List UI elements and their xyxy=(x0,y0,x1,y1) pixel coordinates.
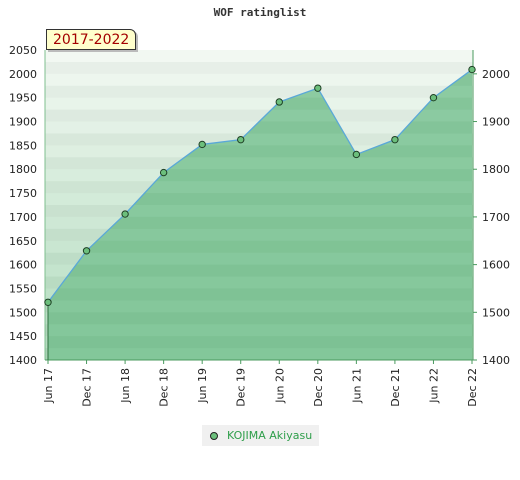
x-tick-label: Dec 20 xyxy=(312,368,325,407)
y-tick-label-right: 1700 xyxy=(482,211,510,224)
y-axis-left: 1400 1450 1500 1550 1600 1650 1700 1750 1800 1850… xyxy=(9,44,37,367)
data-point xyxy=(468,65,476,74)
data-point xyxy=(429,93,438,102)
y-tick-label-left: 1400 xyxy=(9,354,37,367)
axes xyxy=(44,50,474,361)
x-tick-label: Jun 22 xyxy=(427,368,440,404)
area-stripe xyxy=(48,264,472,277)
series-line xyxy=(47,69,473,303)
x-tick-label: Dec 17 xyxy=(81,368,94,407)
y-tick-label-right: 1400 xyxy=(482,354,510,367)
y-tick-label-left: 1650 xyxy=(9,235,37,248)
area-stripe xyxy=(48,312,472,325)
y-tick-label-left: 1500 xyxy=(9,306,37,319)
data-point xyxy=(121,210,129,218)
data-point xyxy=(198,140,206,149)
y-tick-label-right: 2000 xyxy=(482,68,510,81)
y-tick-label-left: 1550 xyxy=(9,282,37,295)
x-tick-label: Dec 22 xyxy=(466,368,479,407)
y-axis-right: 1400 1500 1600 1700 1800 1900 2000 xyxy=(473,68,510,367)
background-band xyxy=(45,85,473,99)
x-tick-label: Dec 21 xyxy=(389,368,402,407)
background-band xyxy=(45,50,473,63)
x-tick-label: Jun 17 xyxy=(42,368,55,404)
legend-marker-icon xyxy=(210,431,218,440)
area-stripe xyxy=(48,145,472,158)
data-point xyxy=(314,84,322,92)
area-stripe xyxy=(48,288,472,301)
y-tick-label-left: 2050 xyxy=(9,44,37,57)
data-point xyxy=(275,98,283,106)
area-fill xyxy=(48,69,472,361)
data-point xyxy=(237,135,245,144)
y-tick-label-right: 1500 xyxy=(482,306,510,319)
area-stripe xyxy=(48,169,472,182)
y-tick-label-left: 1800 xyxy=(9,163,37,176)
y-tick-label-left: 1950 xyxy=(9,92,37,105)
y-tick-label-left: 1450 xyxy=(9,330,37,343)
x-tick-label: Dec 18 xyxy=(158,368,171,407)
y-tick-label-left: 1700 xyxy=(9,211,37,224)
background-band xyxy=(45,73,473,87)
area-stripe xyxy=(48,336,472,349)
background-band xyxy=(45,109,473,123)
x-tick-label: Jun 18 xyxy=(119,368,132,404)
x-tick-label: Jun 20 xyxy=(273,368,286,404)
area-stripe xyxy=(48,216,472,229)
chart-title: WOF ratinglist xyxy=(213,6,307,19)
area-stripe xyxy=(48,240,472,253)
area-stripe xyxy=(48,193,472,205)
x-tick-label: Jun 21 xyxy=(350,368,363,404)
data-point xyxy=(352,150,361,159)
legend-label: KOJIMA Akiyasu xyxy=(227,429,313,442)
data-points xyxy=(44,65,476,306)
y-tick-label-right: 1800 xyxy=(482,163,510,176)
x-axis: Jun 17 Dec 17 Jun 18 Dec 18 Jun 19 Dec 19 Jun … xyxy=(42,360,479,407)
x-tick-label: Jun 19 xyxy=(196,368,209,404)
x-tick-label: Dec 19 xyxy=(235,368,248,407)
y-tick-label-left: 1750 xyxy=(9,187,37,200)
y-tick-label-left: 1600 xyxy=(9,259,37,272)
y-tick-label-right: 1600 xyxy=(482,259,510,272)
area-stripe xyxy=(48,121,472,134)
y-tick-label-left: 1850 xyxy=(9,139,37,152)
background-band xyxy=(45,97,473,111)
y-tick-label-right: 1900 xyxy=(482,116,510,129)
data-point xyxy=(82,247,91,255)
data-point xyxy=(391,135,399,144)
background-band xyxy=(45,61,473,75)
data-point xyxy=(44,298,52,306)
legend: KOJIMA Akiyasu xyxy=(202,425,319,446)
data-point xyxy=(159,168,168,177)
y-tick-label-left: 2000 xyxy=(9,68,37,81)
y-tick-label-left: 1900 xyxy=(9,116,37,129)
period-label: 2017-2022 xyxy=(46,29,137,50)
